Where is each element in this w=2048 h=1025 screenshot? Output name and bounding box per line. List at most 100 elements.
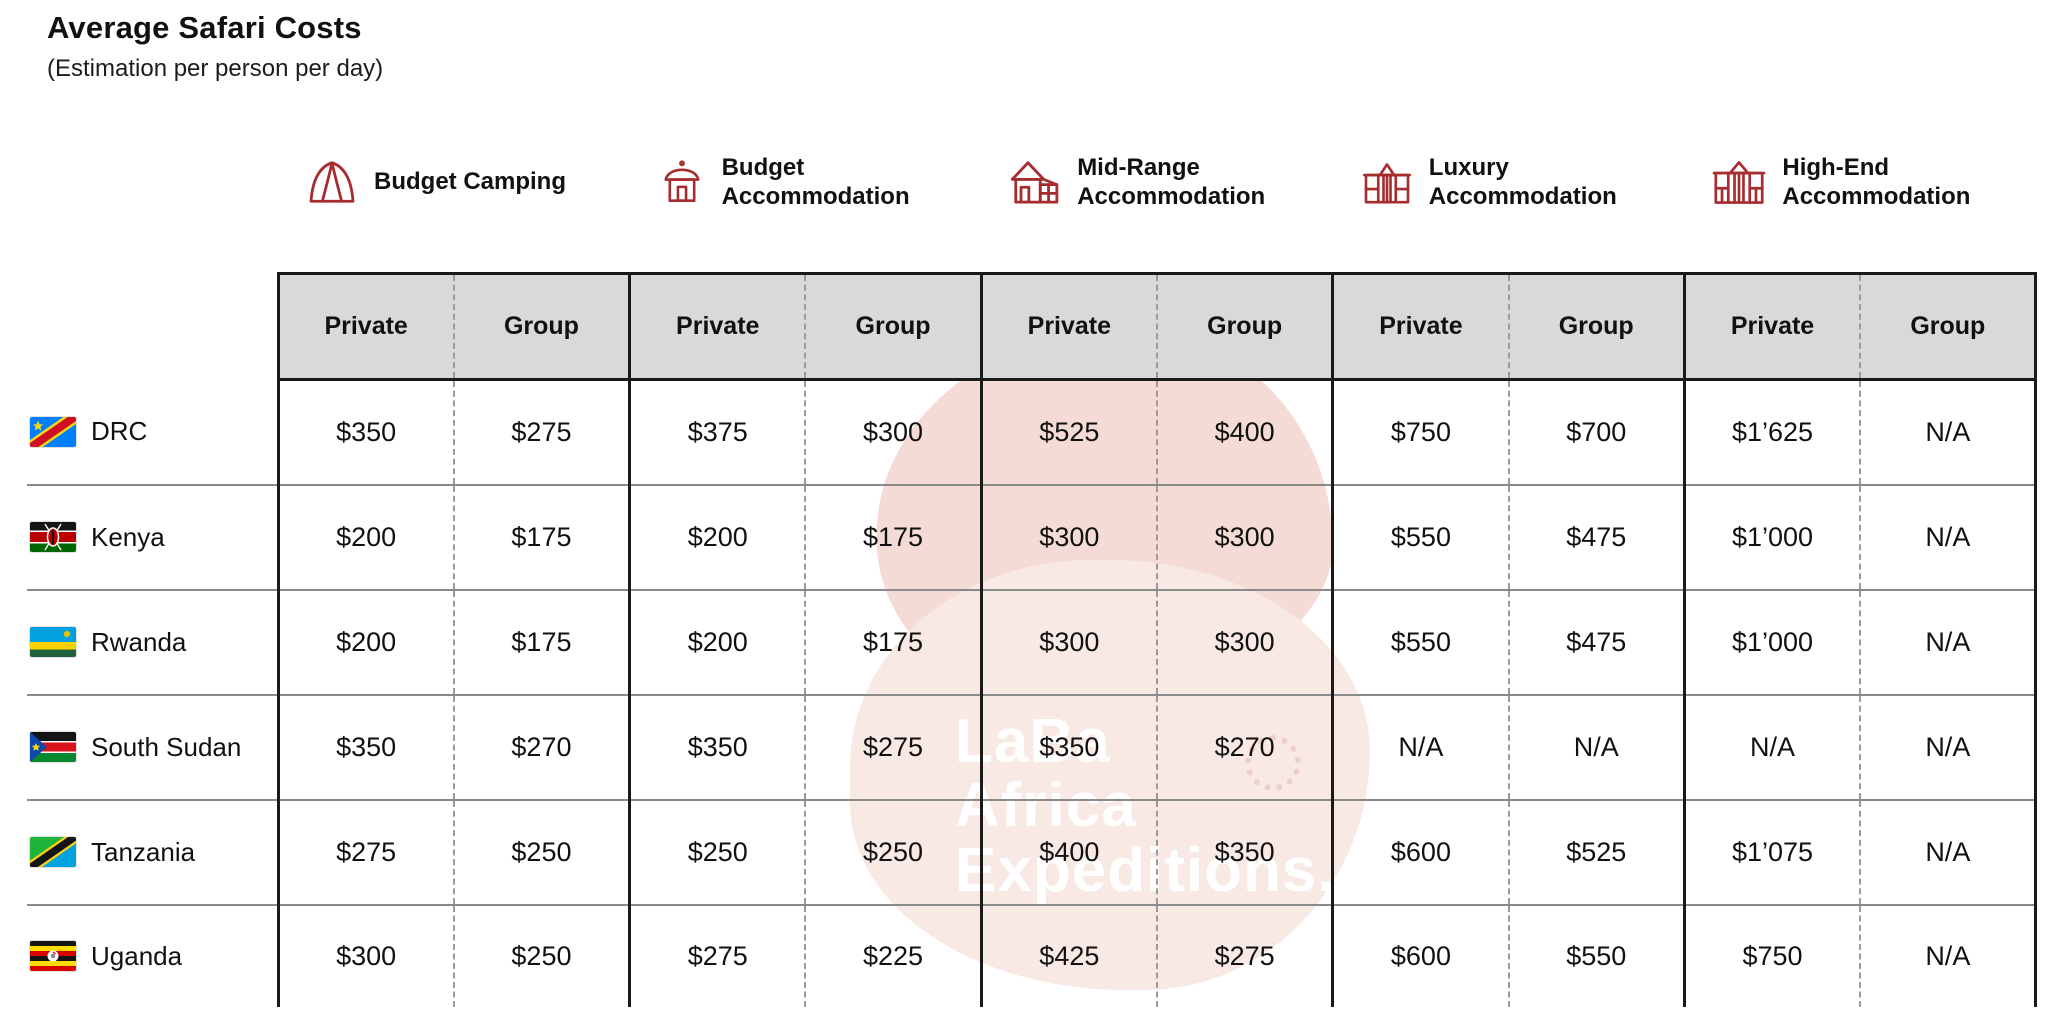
- cost-cell: $200: [276, 484, 454, 591]
- cost-cell: N/A: [1859, 484, 2038, 591]
- table-row-rwanda: Rwanda $200 $175 $200 $175 $300 $300 $55…: [27, 589, 2038, 696]
- cost-cell: $200: [628, 484, 806, 591]
- cost-cell: $350: [979, 694, 1157, 801]
- cost-cell: $200: [276, 589, 454, 696]
- category-mid-range-accommodation: Mid-Range Accommodation: [981, 128, 1333, 236]
- cost-cell: $525: [979, 379, 1157, 486]
- category-label: Budget Accommodation: [721, 153, 910, 210]
- flag-drc-icon: [30, 416, 76, 447]
- col-header-private: Private: [979, 272, 1157, 381]
- cost-cell: $350: [1155, 799, 1333, 906]
- cost-cell: $175: [452, 589, 630, 696]
- col-header-private: Private: [276, 272, 454, 381]
- cost-cell: $1’000: [1682, 589, 1861, 696]
- country-name: South Sudan: [91, 731, 242, 762]
- cost-cell: $750: [1331, 379, 1509, 486]
- category-label: Luxury Accommodation: [1428, 153, 1617, 210]
- cost-cell: N/A: [1859, 694, 2038, 801]
- cost-cell: $550: [1331, 589, 1509, 696]
- category-budget-camping: Budget Camping: [278, 128, 630, 236]
- cost-cell: $600: [1331, 799, 1509, 906]
- cost-cell: $525: [1507, 799, 1685, 906]
- cost-cell: $1’075: [1682, 799, 1861, 906]
- safari-costs-table: Private Group Private Group Private Grou…: [27, 272, 2038, 1007]
- cost-cell: $350: [628, 694, 806, 801]
- title-block: Average Safari Costs (Estimation per per…: [47, 10, 383, 83]
- country-cell: Kenya: [27, 484, 278, 591]
- country-name: Rwanda: [91, 626, 187, 657]
- tent-icon: [304, 157, 360, 207]
- category-label: Mid-Range Accommodation: [1077, 153, 1266, 210]
- country-name: DRC: [91, 416, 148, 446]
- col-header-group: Group: [804, 272, 982, 381]
- villa-icon: [1359, 157, 1415, 207]
- cost-cell: $300: [1155, 589, 1333, 696]
- cost-cell: N/A: [1859, 904, 2038, 1007]
- category-label: Budget Camping: [374, 168, 566, 196]
- cost-cell: $225: [804, 904, 982, 1007]
- flag-uganda-icon: [30, 941, 76, 971]
- table-row-tanzania: Tanzania $275 $250 $250 $250 $400 $350 $…: [27, 799, 2038, 906]
- country-name: Tanzania: [91, 836, 196, 867]
- cost-cell: $175: [452, 484, 630, 591]
- country-name: Kenya: [91, 521, 165, 552]
- cost-cell: $250: [628, 799, 806, 906]
- cost-cell: $300: [276, 904, 454, 1007]
- country-cell: Tanzania: [27, 799, 278, 906]
- cost-cell: $375: [628, 379, 806, 486]
- flag-south-sudan-icon: [30, 732, 76, 762]
- col-header-private: Private: [1682, 272, 1861, 381]
- flag-kenya-icon: [30, 522, 76, 552]
- cost-cell: $275: [1155, 904, 1333, 1007]
- cost-cell: $300: [804, 379, 982, 486]
- cost-cell: $425: [979, 904, 1157, 1007]
- col-header-group: Group: [452, 272, 630, 381]
- category-luxury-accommodation: Luxury Accommodation: [1333, 128, 1685, 236]
- flag-rwanda-icon: [30, 627, 76, 657]
- flag-tanzania-icon: [30, 837, 76, 867]
- table-header-row: Private Group Private Group Private Grou…: [27, 272, 2038, 381]
- col-header-private: Private: [628, 272, 806, 381]
- country-cell: South Sudan: [27, 694, 278, 801]
- table-row-south-sudan: South Sudan $350 $270 $350 $275 $350 $27…: [27, 694, 2038, 801]
- country-name: Uganda: [91, 940, 183, 971]
- category-high-end-accommodation: High-End Accommodation: [1684, 128, 2036, 236]
- cost-cell: $275: [628, 904, 806, 1007]
- cost-cell: N/A: [1859, 799, 2038, 906]
- cost-cell: $200: [628, 589, 806, 696]
- cost-cell: N/A: [1859, 379, 2038, 486]
- page-title: Average Safari Costs: [47, 10, 362, 45]
- cost-cell: N/A: [1682, 694, 1861, 801]
- cost-cell: $550: [1507, 904, 1685, 1007]
- cost-cell: $550: [1331, 484, 1509, 591]
- table-row-drc: DRC $350 $275 $375 $300 $525 $400 $750 $…: [27, 379, 2038, 486]
- cost-cell: $700: [1507, 379, 1685, 486]
- house-icon: [1007, 157, 1063, 207]
- cost-cell: $275: [276, 799, 454, 906]
- country-cell: Rwanda: [27, 589, 278, 696]
- col-header-group: Group: [1507, 272, 1685, 381]
- page-subtitle: (Estimation per person per day): [47, 55, 384, 82]
- mansion-icon: [1710, 157, 1768, 207]
- country-cell: Uganda: [27, 905, 278, 1007]
- cost-cell: $400: [979, 799, 1157, 906]
- cost-cell: $1’000: [1682, 484, 1861, 591]
- cost-cell: $175: [804, 589, 982, 696]
- cost-cell: $270: [452, 694, 630, 801]
- col-header-group: Group: [1155, 272, 1333, 381]
- cost-cell: N/A: [1507, 694, 1685, 801]
- corner-cell: [27, 274, 278, 380]
- category-header-row: Budget Camping Budget Accommodation: [278, 128, 2036, 236]
- table-row-kenya: Kenya $200 $175 $200 $175 $300 $300 $550…: [27, 484, 2038, 591]
- table-row-uganda: Uganda $300 $250 $275 $225 $425 $275 $60…: [27, 904, 2038, 1007]
- category-budget-accommodation: Budget Accommodation: [630, 128, 982, 236]
- cost-cell: $270: [1155, 694, 1333, 801]
- cost-cell: $250: [452, 904, 630, 1007]
- cost-cell: $475: [1507, 484, 1685, 591]
- col-header-private: Private: [1331, 272, 1509, 381]
- cost-cell: $400: [1155, 379, 1333, 486]
- cost-cell: $250: [452, 799, 630, 906]
- category-label: High-End Accommodation: [1782, 153, 1971, 210]
- cost-cell: $275: [452, 379, 630, 486]
- cost-cell: $350: [276, 379, 454, 486]
